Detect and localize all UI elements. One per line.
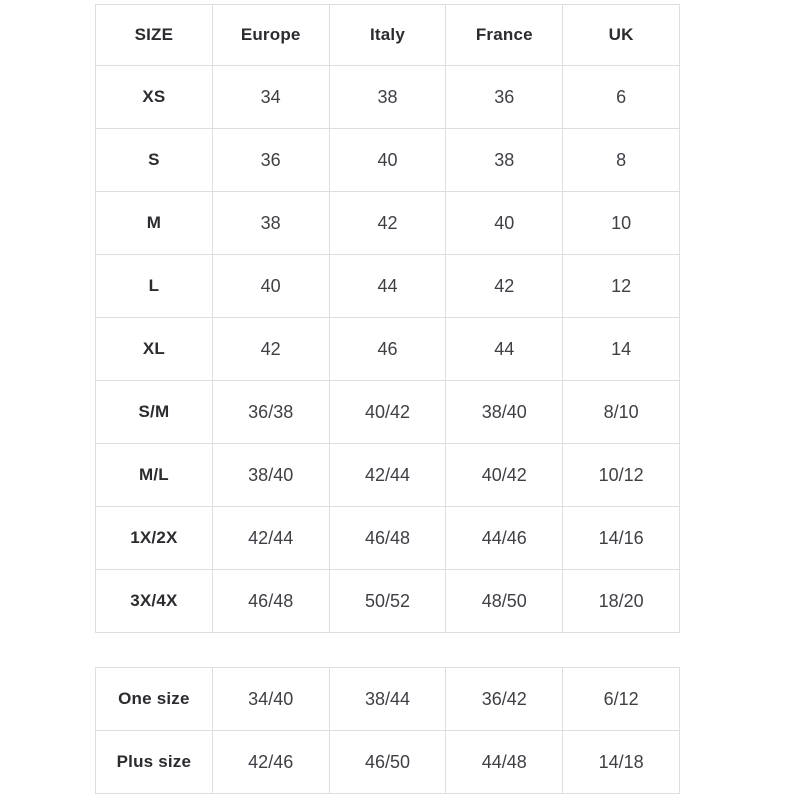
size-value: 46/48 [328, 506, 447, 570]
size-value: 42/44 [328, 443, 447, 507]
size-value: 34/40 [211, 667, 330, 731]
size-value: 6/12 [562, 667, 680, 731]
size-value: 10/12 [562, 443, 680, 507]
size-value: 42/44 [211, 506, 330, 570]
size-value: 44 [445, 317, 564, 381]
size-value: 40 [328, 128, 447, 192]
special-sizes-table: One size 34/40 38/44 36/42 6/12 Plus size 42/4… [95, 667, 680, 794]
size-value: 36 [211, 128, 330, 192]
size-value: 42 [211, 317, 330, 381]
size-label: M [95, 191, 213, 255]
table-row: 3X/4X 46/48 50/52 48/50 18/20 [95, 569, 680, 633]
size-value: 46/48 [211, 569, 330, 633]
size-label: One size [95, 667, 213, 731]
size-value: 10 [562, 191, 680, 255]
size-value: 36/42 [445, 667, 564, 731]
size-table-body: XS 34 38 36 6 S 36 40 38 8 M 38 42 40 10 L 40 44 42 12 XL 42 4… [95, 65, 680, 633]
size-table-header: SIZE Europe Italy France UK [95, 4, 680, 66]
size-value: 40 [211, 254, 330, 318]
header-italy: Italy [328, 4, 447, 66]
size-value: 48/50 [445, 569, 564, 633]
size-value: 46 [328, 317, 447, 381]
size-value: 8 [562, 128, 680, 192]
size-value: 14/18 [562, 730, 680, 794]
size-value: 38 [328, 65, 447, 129]
size-label: XS [95, 65, 213, 129]
size-value: 42 [445, 254, 564, 318]
table-row: One size 34/40 38/44 36/42 6/12 [95, 667, 680, 731]
table-row: S 36 40 38 8 [95, 128, 680, 192]
header-size: SIZE [95, 4, 213, 66]
size-label: 1X/2X [95, 506, 213, 570]
header-row: SIZE Europe Italy France UK [95, 4, 680, 66]
table-row: L 40 44 42 12 [95, 254, 680, 318]
size-conversion-table: SIZE Europe Italy France UK XS 34 38 36 6 S 36… [95, 4, 680, 633]
size-value: 42 [328, 191, 447, 255]
table-row: XL 42 46 44 14 [95, 317, 680, 381]
size-value: 36 [445, 65, 564, 129]
size-value: 18/20 [562, 569, 680, 633]
size-tables-container: SIZE Europe Italy France UK XS 34 38 36 6 S 36… [95, 4, 680, 794]
size-value: 40 [445, 191, 564, 255]
table-row: XS 34 38 36 6 [95, 65, 680, 129]
size-label: 3X/4X [95, 569, 213, 633]
size-label: S/M [95, 380, 213, 444]
table-row: M/L 38/40 42/44 40/42 10/12 [95, 443, 680, 507]
table-row: M 38 42 40 10 [95, 191, 680, 255]
header-france: France [445, 4, 564, 66]
size-value: 38 [211, 191, 330, 255]
size-label: XL [95, 317, 213, 381]
size-value: 8/10 [562, 380, 680, 444]
header-uk: UK [562, 4, 680, 66]
size-value: 14/16 [562, 506, 680, 570]
size-value: 36/38 [211, 380, 330, 444]
size-value: 38/44 [328, 667, 447, 731]
special-sizes-table-body: One size 34/40 38/44 36/42 6/12 Plus size 42/4… [95, 667, 680, 794]
size-value: 12 [562, 254, 680, 318]
size-value: 42/46 [211, 730, 330, 794]
size-value: 38/40 [211, 443, 330, 507]
size-value: 46/50 [328, 730, 447, 794]
size-label: Plus size [95, 730, 213, 794]
size-label: S [95, 128, 213, 192]
size-value: 40/42 [328, 380, 447, 444]
size-value: 44 [328, 254, 447, 318]
table-row: 1X/2X 42/44 46/48 44/46 14/16 [95, 506, 680, 570]
size-value: 40/42 [445, 443, 564, 507]
size-value: 38 [445, 128, 564, 192]
size-value: 38/40 [445, 380, 564, 444]
size-value: 34 [211, 65, 330, 129]
table-row: Plus size 42/46 46/50 44/48 14/18 [95, 730, 680, 794]
size-value: 44/48 [445, 730, 564, 794]
size-label: M/L [95, 443, 213, 507]
header-europe: Europe [211, 4, 330, 66]
table-row: S/M 36/38 40/42 38/40 8/10 [95, 380, 680, 444]
size-value: 50/52 [328, 569, 447, 633]
size-value: 44/46 [445, 506, 564, 570]
size-label: L [95, 254, 213, 318]
size-value: 14 [562, 317, 680, 381]
size-value: 6 [562, 65, 680, 129]
